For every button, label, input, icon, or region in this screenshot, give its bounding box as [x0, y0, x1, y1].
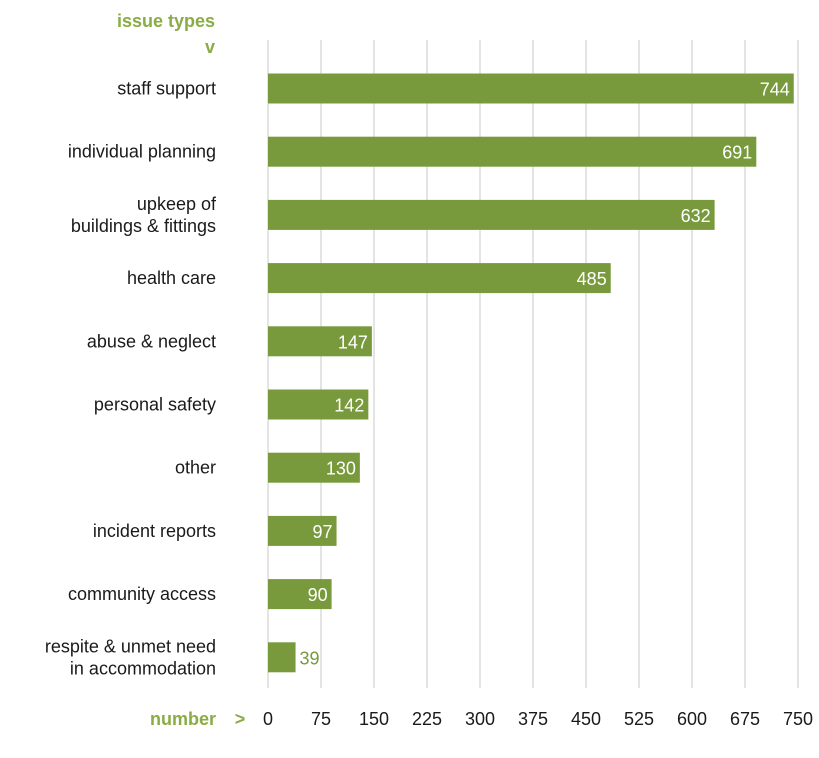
category-label: individual planning — [68, 142, 216, 162]
category-label: community access — [68, 584, 216, 604]
bar-value-label: 691 — [722, 143, 752, 163]
y-axis-title: issue types — [117, 11, 215, 31]
bar-value-label: 130 — [326, 459, 356, 479]
x-tick-label: 750 — [783, 709, 813, 729]
x-tick-label: 0 — [263, 709, 273, 729]
category-label: in accommodation — [70, 658, 216, 678]
category-label: buildings & fittings — [71, 216, 216, 236]
bar — [268, 136, 757, 167]
x-tick-label: 525 — [624, 709, 654, 729]
bar-value-label: 90 — [308, 585, 328, 605]
bar — [268, 515, 337, 546]
x-axis-marker: > — [235, 709, 246, 729]
x-tick-label: 450 — [571, 709, 601, 729]
bar — [268, 642, 296, 673]
x-tick-label: 675 — [730, 709, 760, 729]
bar-value-label: 142 — [334, 396, 364, 416]
bar-value-label: 632 — [681, 206, 711, 226]
category-label: other — [175, 458, 216, 478]
x-tick-label: 300 — [465, 709, 495, 729]
category-label: personal safety — [94, 395, 216, 415]
category-label: abuse & neglect — [87, 331, 216, 351]
bars: 744 691 632 485 147 142 130 97 90 39 — [268, 73, 794, 673]
y-axis-marker: v — [205, 37, 215, 57]
bar — [268, 389, 369, 420]
category-label: respite & unmet need — [45, 636, 216, 656]
bar — [268, 73, 794, 104]
category-label: health care — [127, 268, 216, 288]
x-tick-labels: 0 75 150 225 300 375 450 525 600 675 750 — [263, 709, 813, 729]
x-tick-label: 600 — [677, 709, 707, 729]
bar-value-label: 39 — [300, 648, 320, 668]
bar — [268, 326, 372, 357]
x-tick-label: 225 — [412, 709, 442, 729]
bar-value-label: 744 — [760, 80, 790, 100]
bar-value-label: 97 — [313, 522, 333, 542]
category-labels: staff support individual planning upkeep o… — [45, 79, 217, 679]
x-tick-label: 75 — [311, 709, 331, 729]
x-axis-title: number — [150, 709, 216, 729]
bar — [268, 199, 715, 230]
bar — [268, 579, 332, 610]
category-label: staff support — [117, 79, 216, 99]
bar-value-label: 147 — [338, 332, 368, 352]
category-label: upkeep of — [137, 194, 217, 214]
bar — [268, 452, 360, 483]
bar-value-label: 485 — [577, 269, 607, 289]
x-tick-label: 150 — [359, 709, 389, 729]
bar — [268, 263, 611, 294]
x-tick-label: 375 — [518, 709, 548, 729]
category-label: incident reports — [93, 521, 216, 541]
